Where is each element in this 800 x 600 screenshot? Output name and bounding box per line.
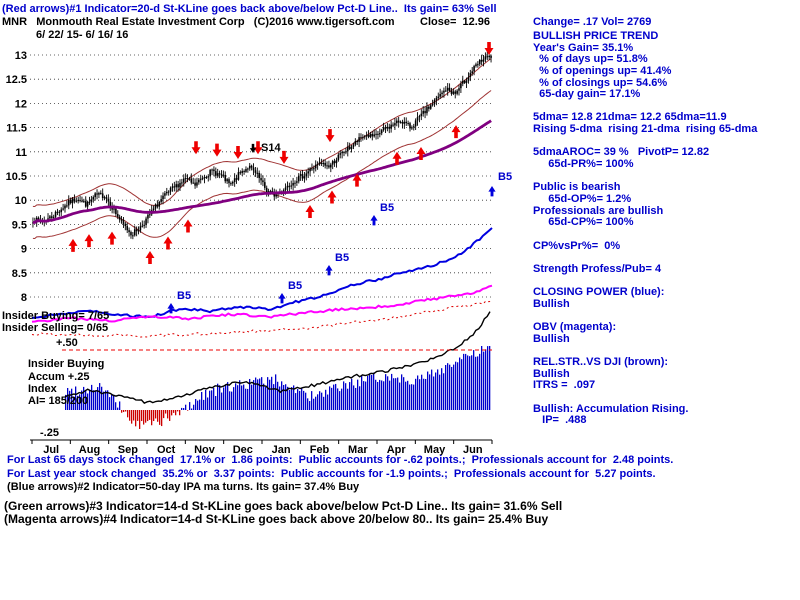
analytics-line: 5dmaAROC= 39 % PivotP= 12.82 — [533, 146, 710, 159]
analytics-line: 5dma= 12.8 21dma= 12.2 65dma=11.9 — [533, 111, 727, 124]
analytics-line: 65d-CP%= 100% — [533, 216, 634, 229]
change-volume: Change= .17 Vol= 2769 — [533, 16, 652, 28]
analytics-line: Bullish: Accumulation Rising. — [533, 402, 689, 415]
accum-plus50-label: +.50 — [56, 337, 78, 349]
ticker-title: MNR Monmouth Real Estate Investment Corp… — [2, 16, 395, 28]
indicator1-legend: (Red arrows)#1 Indicator=20-d St-KLine g… — [2, 3, 497, 15]
svg-text:Aug: Aug — [79, 444, 100, 456]
svg-text:B5: B5 — [177, 290, 191, 302]
analytics-line: ITRS = .097 — [533, 379, 596, 392]
svg-text:9.5: 9.5 — [12, 219, 27, 231]
analytics-line: % of openings up= 41.4% — [533, 64, 672, 77]
accum-panel-label-1: Insider Buying — [28, 358, 105, 370]
svg-text:Apr: Apr — [387, 444, 407, 456]
footer-line: For Last year stock changed 35.2% or 3.3… — [4, 467, 656, 480]
analytics-line: CLOSING POWER (blue): — [533, 286, 665, 299]
svg-text:Oct: Oct — [157, 444, 176, 456]
analytics-line: Strength Profess/Pub= 4 — [533, 262, 662, 275]
analytics-line: % of closings up= 54.6% — [533, 76, 668, 89]
accum-minus25-label: -.25 — [40, 427, 59, 439]
analytics-line: Bullish — [533, 297, 570, 310]
svg-text:11: 11 — [15, 147, 27, 159]
svg-text:13: 13 — [15, 50, 27, 62]
svg-text:Jun: Jun — [463, 444, 483, 456]
svg-text:12.5: 12.5 — [6, 74, 27, 86]
svg-text:S14: S14 — [261, 142, 281, 154]
svg-text:Feb: Feb — [310, 444, 330, 456]
svg-text:May: May — [424, 444, 446, 456]
analytics-line: Rising 5-dma rising 21-dma rising 65-dma — [533, 123, 758, 136]
footer-line: (Green arrows)#3 Indicator=14-d St-KLine… — [4, 498, 563, 513]
analytics-line: 65d-OP%= 1.2% — [533, 192, 632, 205]
footer-line: (Magenta arrows)#4 Indicator=14-d St-KLi… — [4, 511, 549, 526]
footer-line: For Last 65 days stock changed 17.1% or … — [4, 454, 674, 466]
analytics-line: Year's Gain= 35.1% — [533, 41, 634, 54]
analytics-line: CP%vsPr%= 0% — [533, 239, 621, 252]
date-range: 6/ 22/ 15- 6/ 16/ 16 — [36, 29, 129, 41]
analytics-line — [533, 229, 799, 241]
accum-panel-label-3: Index — [28, 383, 57, 395]
svg-text:12: 12 — [15, 98, 27, 110]
analytics-line: Bullish — [533, 367, 570, 380]
accum-ai-value: AI= 185/200 — [28, 395, 89, 407]
svg-text:Nov: Nov — [194, 444, 216, 456]
svg-text:B5: B5 — [498, 171, 512, 183]
analytics-line: Public is bearish — [533, 181, 621, 194]
analytics-line: Professionals are bullish — [533, 204, 664, 217]
svg-text:Mar: Mar — [348, 444, 368, 456]
accum-panel-label-2: Accum +.25 — [28, 371, 90, 383]
analytics-line: OBV (magenta): — [533, 321, 617, 334]
close-value: Close= 12.96 — [420, 16, 491, 28]
footer-legend: For Last 65 days stock changed 17.1% or … — [4, 454, 673, 526]
svg-text:8: 8 — [21, 292, 27, 304]
analytics-line: Bullish — [533, 332, 570, 345]
svg-text:11.5: 11.5 — [6, 123, 27, 135]
svg-text:B5: B5 — [288, 280, 302, 292]
svg-text:10.5: 10.5 — [6, 171, 27, 183]
analytics-line: 65-day gain= 17.1% — [533, 88, 641, 101]
svg-text:8.5: 8.5 — [12, 268, 27, 280]
analytics-line: IP= .488 — [533, 414, 587, 427]
analytics-line — [533, 392, 799, 404]
svg-text:B5: B5 — [380, 202, 394, 214]
insider-buying-count: Insider Buying= 7/65 — [2, 310, 110, 322]
svg-text:10: 10 — [15, 195, 27, 207]
analytics-line: REL.STR..VS DJI (brown): — [533, 355, 669, 368]
svg-text:9: 9 — [21, 244, 27, 256]
svg-text:Jul: Jul — [43, 444, 59, 456]
svg-text:Sep: Sep — [118, 444, 138, 456]
analytics-line: BULLISH PRICE TREND — [533, 30, 659, 42]
footer-line: (Blue arrows)#2 Indicator=50-day IPA ma … — [4, 481, 360, 494]
svg-text:B5: B5 — [335, 252, 349, 264]
svg-text:Jan: Jan — [272, 444, 291, 456]
svg-text:Dec: Dec — [233, 444, 253, 456]
analytics-line: % of days up= 51.8% — [533, 53, 648, 66]
analytics-panel: BULLISH PRICE TREND Year's Gain= 35.1% % … — [533, 30, 799, 427]
analytics-line: 65d-PR%= 100% — [533, 158, 634, 171]
insider-selling-count: Insider Selling= 0/65 — [2, 322, 109, 334]
